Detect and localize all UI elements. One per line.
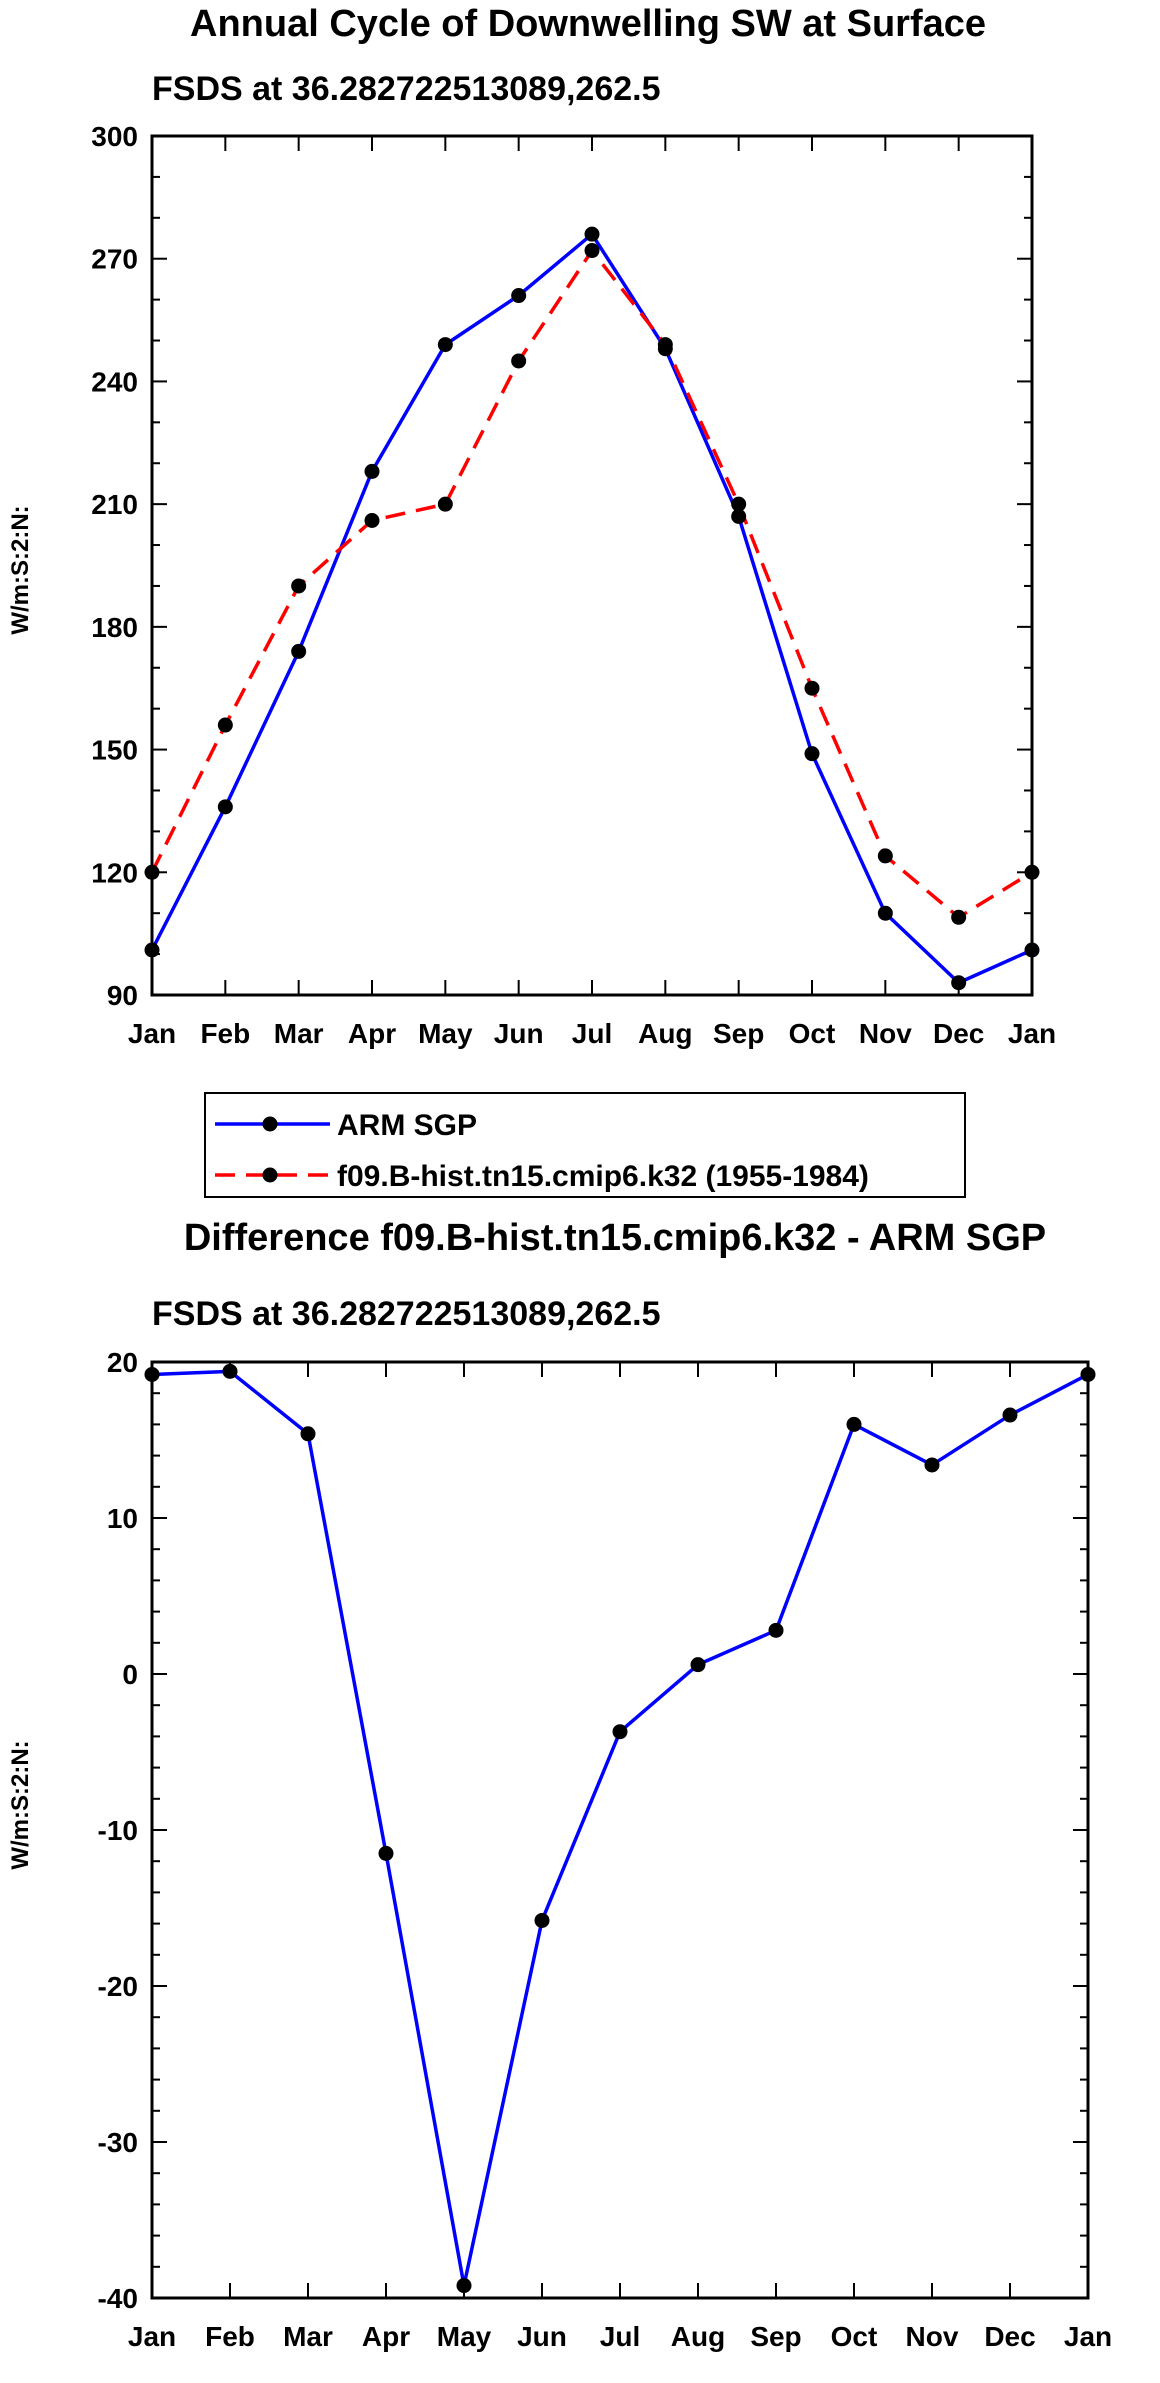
legend-label-model: f09.B-hist.tn15.cmip6.k32 (1955-1984) bbox=[337, 1160, 869, 1193]
chart1-series-1-point bbox=[951, 909, 967, 925]
chart2-xtick-label: Mar bbox=[283, 2321, 333, 2352]
chart1-series-0-point bbox=[291, 643, 307, 659]
legend-marker-arm-sgp bbox=[262, 1116, 278, 1132]
chart2-ytick-label: 0 bbox=[122, 1659, 138, 1690]
chart1-series-0-point bbox=[437, 337, 453, 353]
chart2-series-0-point bbox=[924, 1457, 940, 1473]
chart1-plot-frame bbox=[150, 134, 1034, 997]
chart2-series-0-point bbox=[768, 1622, 784, 1638]
chart1-series-1-point bbox=[291, 578, 307, 594]
chart2-series-0-point bbox=[300, 1426, 316, 1442]
chart1-ylabel: W/m:S:2:N: bbox=[7, 505, 34, 634]
chart2-xtick-label: Aug bbox=[671, 2321, 725, 2352]
chart1-series-1-point bbox=[364, 513, 380, 529]
chart2-series-0-point bbox=[378, 1845, 394, 1861]
chart2-ytick-label: -40 bbox=[98, 2283, 138, 2314]
chart1-series-0-point bbox=[951, 975, 967, 991]
legend-label-arm-sgp: ARM SGP bbox=[337, 1109, 477, 1142]
chart1-xtick-label: Feb bbox=[200, 1018, 250, 1049]
chart1-ytick-label: 120 bbox=[91, 857, 138, 888]
chart1-ytick-label: 90 bbox=[107, 980, 138, 1011]
chart1-series-1-point bbox=[511, 353, 527, 369]
chart2-xtick-label: Dec bbox=[984, 2321, 1035, 2352]
difference-chart: Difference f09.B-hist.tn15.cmip6.k32 - A… bbox=[7, 1217, 1112, 2352]
chart1-series-1-point bbox=[144, 864, 160, 880]
chart1-series-0-point bbox=[364, 463, 380, 479]
chart1-series-0-point bbox=[1024, 942, 1040, 958]
chart1-series-0-point bbox=[731, 508, 747, 524]
chart1-series-0-point bbox=[217, 799, 233, 815]
legend: ARM SGP f09.B-hist.tn15.cmip6.k32 (1955-… bbox=[204, 1092, 966, 1198]
chart2-xtick-label: Nov bbox=[906, 2321, 959, 2352]
chart2-ytick-label: -30 bbox=[98, 2127, 138, 2158]
chart1-ytick-label: 180 bbox=[91, 612, 138, 643]
chart2-series-0-point bbox=[846, 1416, 862, 1432]
chart1-series-0-point bbox=[511, 288, 527, 304]
chart1-xtick-label: Jan bbox=[1008, 1018, 1056, 1049]
chart1-series-1-point bbox=[657, 337, 673, 353]
chart2-xtick-label: Jan bbox=[1064, 2321, 1112, 2352]
chart1-series-0-point bbox=[804, 746, 820, 762]
chart1-series-line-0 bbox=[150, 232, 1033, 985]
chart1-ytick-label: 270 bbox=[91, 244, 138, 275]
chart1-xtick-label: Jul bbox=[572, 1018, 612, 1049]
chart1-xtick-label: Nov bbox=[859, 1018, 912, 1049]
chart1-series-0-point bbox=[877, 905, 893, 921]
chart2-xtick-label: Feb bbox=[205, 2321, 255, 2352]
chart1-xtick-label: Dec bbox=[933, 1018, 984, 1049]
chart1-xtick-label: Aug bbox=[638, 1018, 692, 1049]
chart2-plot-frame bbox=[150, 1360, 1090, 2300]
chart1-series-1-point bbox=[731, 496, 747, 512]
chart1-xtick-label: Jan bbox=[128, 1018, 176, 1049]
chart1-ytick-label: 240 bbox=[91, 366, 138, 397]
chart2-xtick-label: Jun bbox=[517, 2321, 567, 2352]
chart1-xtick-label: Apr bbox=[348, 1018, 396, 1049]
chart1-series-0-point bbox=[584, 226, 600, 242]
chart1-subtitle: FSDS at 36.282722513089,262.5 bbox=[152, 70, 661, 108]
chart2-series-0-point bbox=[690, 1657, 706, 1673]
chart1-series-1-point bbox=[804, 680, 820, 696]
chart1-title: Annual Cycle of Downwelling SW at Surfac… bbox=[190, 3, 986, 45]
chart2-series-0-point bbox=[456, 2278, 472, 2294]
annual-cycle-chart: Annual Cycle of Downwelling SW at Surfac… bbox=[7, 3, 1056, 1049]
chart2-series-line-0 bbox=[151, 1369, 1089, 2288]
chart2-series-0-point bbox=[1080, 1366, 1096, 1382]
chart1-ytick-label: 150 bbox=[91, 735, 138, 766]
chart2-ytick-label: 10 bbox=[107, 1503, 138, 1534]
chart2-series-0-point bbox=[534, 1912, 550, 1928]
legend-marker-model bbox=[262, 1167, 278, 1183]
chart1-series-line-1 bbox=[150, 248, 1033, 920]
chart1-xtick-label: Mar bbox=[274, 1018, 324, 1049]
chart2-subtitle: FSDS at 36.282722513089,262.5 bbox=[152, 1295, 661, 1333]
chart2-ytick-label: -20 bbox=[98, 1971, 138, 2002]
chart2-xtick-label: Oct bbox=[831, 2321, 878, 2352]
chart1-series-1-point bbox=[437, 496, 453, 512]
chart1-series-1-point bbox=[877, 848, 893, 864]
chart2-series-0-point bbox=[144, 1366, 160, 1382]
chart1-series-1-point bbox=[1024, 864, 1040, 880]
chart2-xtick-label: Jul bbox=[600, 2321, 640, 2352]
chart2-ylabel: W/m:S:2:N: bbox=[7, 1740, 34, 1869]
chart2-xtick-label: Sep bbox=[750, 2321, 801, 2352]
chart1-ytick-label: 300 bbox=[91, 121, 138, 152]
chart2-xtick-label: Apr bbox=[362, 2321, 410, 2352]
chart1-series-0-point bbox=[144, 942, 160, 958]
chart2-title: Difference f09.B-hist.tn15.cmip6.k32 - A… bbox=[184, 1217, 1046, 1259]
chart1-xtick-label: Jun bbox=[494, 1018, 544, 1049]
chart1-xtick-label: Oct bbox=[789, 1018, 836, 1049]
chart2-series-0-point bbox=[1002, 1407, 1018, 1423]
chart2-xtick-label: May bbox=[437, 2321, 492, 2352]
chart1-ytick-label: 210 bbox=[91, 489, 138, 520]
chart1-series-1-point bbox=[217, 717, 233, 733]
chart1-series-1-point bbox=[584, 243, 600, 259]
chart2-xtick-label: Jan bbox=[128, 2321, 176, 2352]
chart2-series-0-point bbox=[612, 1724, 628, 1740]
legend-box bbox=[204, 1092, 966, 1198]
chart2-ytick-label: 20 bbox=[107, 1347, 138, 1378]
chart2-ytick-label: -10 bbox=[98, 1815, 138, 1846]
chart1-xtick-label: May bbox=[418, 1018, 473, 1049]
chart1-xtick-label: Sep bbox=[713, 1018, 764, 1049]
chart2-series-0-point bbox=[222, 1363, 238, 1379]
